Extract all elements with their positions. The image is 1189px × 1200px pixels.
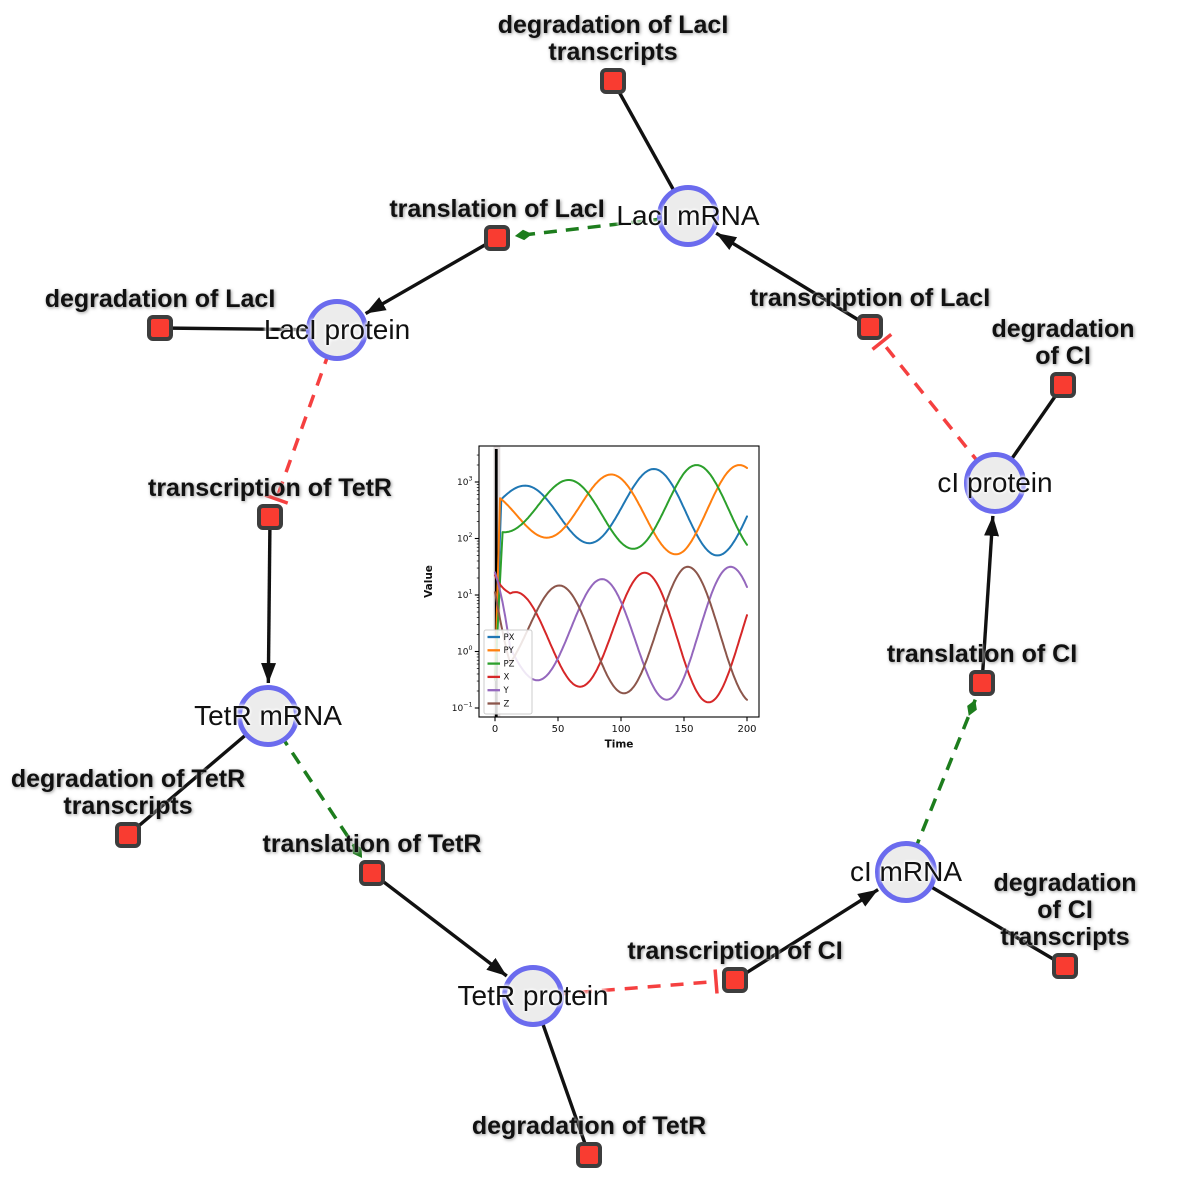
- chart-y-tick-label: 103: [457, 476, 472, 489]
- edge-product-tx-laci-to-laci-mrna: [715, 231, 871, 329]
- reaction-node-tx-laci: [857, 314, 883, 340]
- chart-y-tick-label: 102: [457, 532, 472, 545]
- chart-legend-label-X: X: [504, 673, 510, 683]
- species-node-laci-mrna: [657, 185, 719, 247]
- reaction-label-deg-laci-tx: degradation of LacI transcripts: [497, 11, 729, 66]
- chart-series-PY: [494, 464, 748, 681]
- chart-legend-label-PY: PY: [504, 646, 515, 656]
- reaction-node-transl-tetr: [359, 860, 385, 886]
- chart-x-axis-label: Time: [605, 739, 634, 751]
- species-label-tetr-protein: TetR protein: [457, 980, 609, 1011]
- chart-x-tick-label: 100: [611, 724, 630, 735]
- reaction-node-deg-tetr: [576, 1142, 602, 1168]
- reaction-label-transl-ci: translation of CI: [886, 640, 1078, 668]
- species-node-ci-mrna: [875, 841, 937, 903]
- chart-series-group: [494, 464, 748, 704]
- chart-y-tick-label: 100: [457, 645, 472, 658]
- chart-x-tick-label: 50: [552, 724, 565, 735]
- reaction-node-tx-ci: [722, 967, 748, 993]
- chart-series-PX: [494, 468, 748, 681]
- reaction-label-deg-laci: degradation of LacI: [44, 285, 276, 313]
- species-label-ci-protein: cI protein: [937, 467, 1053, 498]
- chart-series-X: [494, 571, 748, 704]
- reaction-label-transl-laci: translation of LacI: [389, 195, 605, 223]
- reaction-label-deg-ci-tx: degradation of CI transcripts: [993, 869, 1137, 951]
- chart-y-axis-label: Value: [423, 565, 435, 598]
- chart-legend-label-PZ: PZ: [504, 659, 515, 669]
- edge-product-transl-laci-to-laci-protein: [364, 236, 498, 316]
- chart-y-tick-label: 101: [457, 589, 472, 602]
- reaction-node-transl-ci: [969, 670, 995, 696]
- reaction-node-deg-laci-tx: [600, 68, 626, 94]
- reaction-node-deg-ci: [1050, 372, 1076, 398]
- chart-legend-label-Z: Z: [504, 699, 510, 709]
- species-label-laci-protein: LacI protein: [263, 314, 411, 345]
- chart-series-PZ: [494, 464, 748, 681]
- reaction-label-deg-tetr: degradation of TetR: [471, 1112, 707, 1140]
- species-node-ci-protein: [964, 452, 1026, 514]
- reaction-label-tx-laci: transcription of LacI: [749, 284, 991, 312]
- species-label-tetr-mrna: TetR mRNA: [194, 700, 342, 731]
- edge-product-tx-tetr-to-tetr-mrna: [261, 516, 277, 684]
- reaction-node-deg-laci: [147, 315, 173, 341]
- reaction-node-tx-tetr: [257, 504, 283, 530]
- reaction-label-tx-ci: transcription of CI: [627, 937, 843, 965]
- species-label-ci-mrna: cI mRNA: [850, 856, 962, 887]
- chart-x-tick-label: 0: [492, 724, 498, 735]
- species-node-tetr-mrna: [237, 685, 299, 747]
- species-label-laci-mrna: LacI mRNA: [616, 200, 760, 231]
- chart-series-Z: [494, 565, 748, 701]
- species-node-laci-protein: [306, 299, 368, 361]
- chart-x-tick-label: 200: [737, 724, 756, 735]
- reaction-node-deg-ci-tx: [1052, 953, 1078, 979]
- reaction-node-transl-laci: [484, 225, 510, 251]
- reaction-label-transl-tetr: translation of TetR: [262, 830, 482, 858]
- chart-legend-label-Y: Y: [503, 686, 510, 696]
- edge-product-tx-ci-to-ci-mrna: [734, 888, 880, 982]
- reaction-label-deg-tetr-tx: degradation of TetR transcripts: [10, 765, 246, 820]
- chart-series-Y: [494, 565, 748, 701]
- reaction-label-deg-ci: degradation of CI: [991, 315, 1135, 370]
- reaction-label-tx-tetr: transcription of TetR: [148, 474, 392, 502]
- chart-legend: PX PY PZ XYZ: [483, 629, 533, 715]
- chart-x-tick-label: 150: [674, 724, 693, 735]
- chart-plot-frame: [478, 445, 760, 718]
- reaction-node-deg-tetr-tx: [115, 822, 141, 848]
- species-node-tetr-protein: [502, 965, 564, 1027]
- chart-legend-label-PX: PX: [504, 633, 515, 643]
- edge-product-transl-tetr-to-tetr-protein: [370, 871, 508, 978]
- chart-y-tick-label: 10−1: [452, 702, 473, 715]
- edge-product-transl-ci-to-ci-protein: [980, 515, 1000, 684]
